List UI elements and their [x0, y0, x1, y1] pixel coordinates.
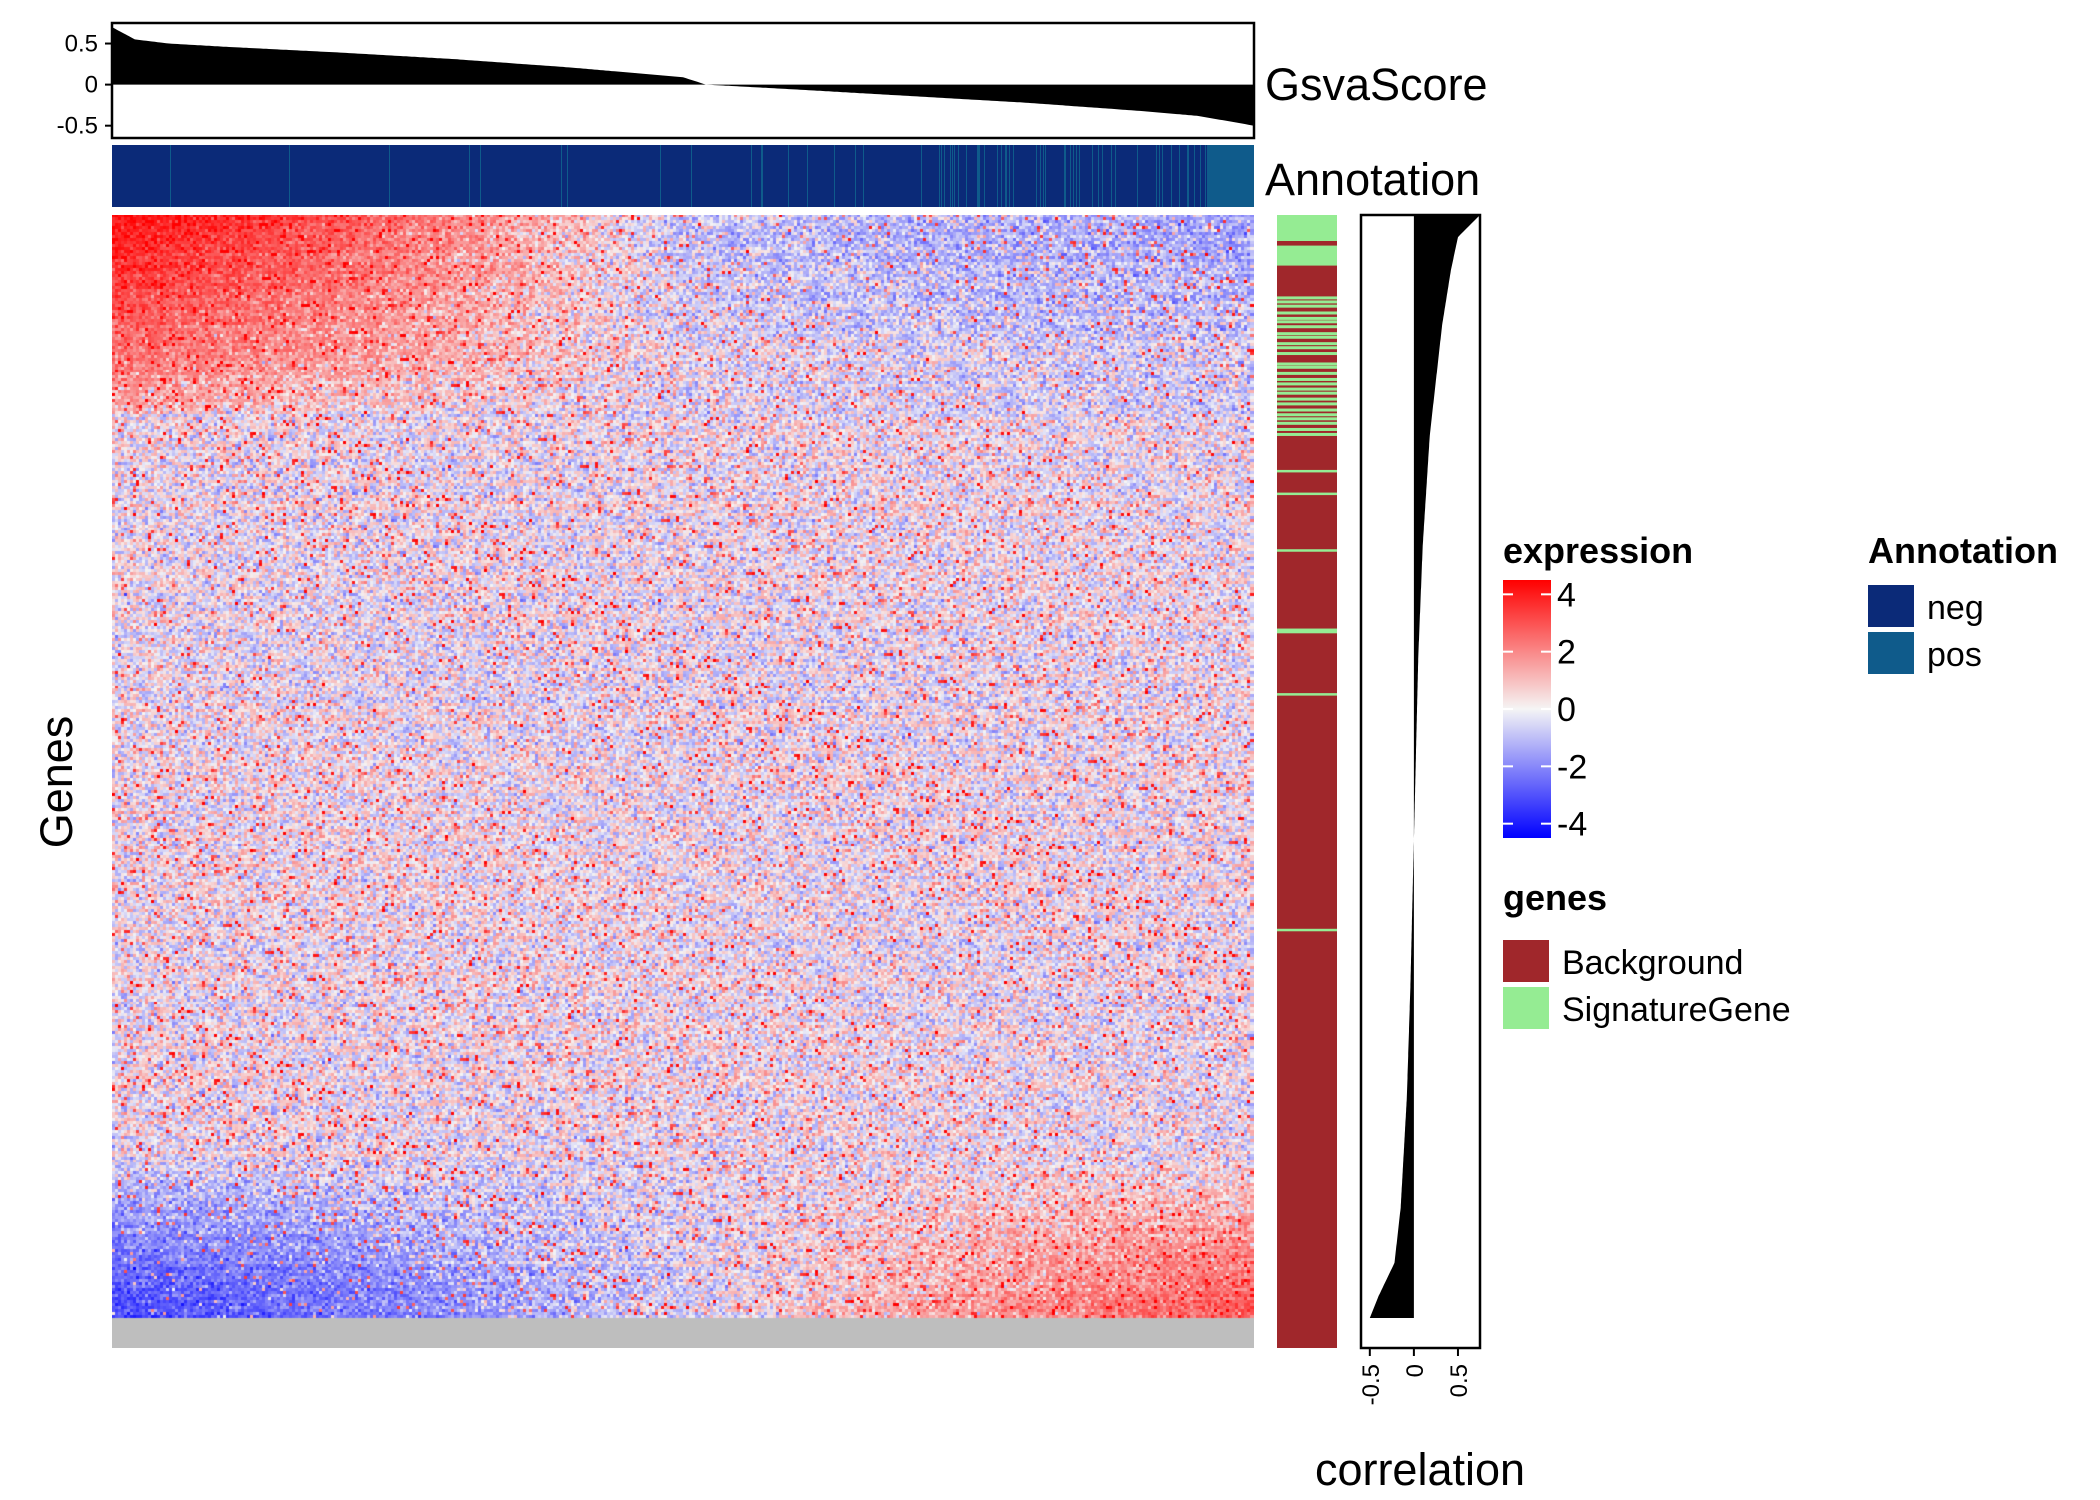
signature-gene-row — [1277, 427, 1337, 431]
colorbar-tick-label: -4 — [1557, 806, 1587, 844]
y-axis-label-genes: Genes — [31, 716, 82, 849]
signature-gene-row — [1277, 382, 1337, 386]
expression-legend: expression 4 2 0 -2 -4 — [1503, 530, 1693, 844]
annotation-legend-swatch-pos — [1868, 632, 1914, 674]
colorbar-tick-label: 0 — [1557, 691, 1576, 729]
genes-legend-swatch-signature — [1503, 987, 1549, 1029]
annotation-label: Annotation — [1265, 154, 1480, 205]
signature-gene-row — [1277, 432, 1337, 436]
signature-gene-row — [1277, 469, 1337, 473]
gsva-score-area — [112, 27, 1254, 126]
annotation-legend-title: Annotation — [1868, 530, 2058, 571]
gsva-score-series — [112, 27, 1254, 126]
signature-gene-row — [1277, 325, 1337, 329]
signature-gene-row — [1277, 346, 1337, 350]
x-axis-label-correlation: correlation — [1315, 1444, 1525, 1495]
gsva-score-panel: 0.5 0 -0.5 GsvaScore — [57, 21, 1488, 140]
expression-heatmap — [112, 215, 1254, 1348]
colorbar-tick-label: -2 — [1557, 748, 1587, 786]
genes-legend-label-signature: SignatureGene — [1562, 991, 1791, 1029]
signature-gene-row — [1277, 215, 1337, 241]
signature-gene-row — [1277, 928, 1337, 932]
signature-gene-row — [1277, 397, 1337, 401]
gsva-score-frame — [110, 21, 1256, 140]
gsva-score-y-axis: 0.5 0 -0.5 — [57, 31, 112, 140]
signature-gene-row — [1277, 332, 1337, 336]
correlation-x-tick-label: -0.5 — [1358, 1364, 1385, 1405]
signature-gene-row — [1277, 316, 1337, 320]
heatmap-cells — [112, 215, 1254, 1348]
signature-gene-row — [1277, 352, 1337, 356]
genes-legend-swatch-background — [1503, 940, 1549, 982]
correlation-panel: -0.5 0 0.5 correlation — [1315, 213, 1525, 1495]
signature-gene-row — [1277, 365, 1337, 369]
genes-legend-title: genes — [1503, 877, 1607, 918]
colorbar-tick-label: 2 — [1557, 634, 1576, 672]
correlation-x-axis: -0.5 0 0.5 — [1358, 1348, 1473, 1405]
correlation-series — [1369, 215, 1480, 1318]
gsva-y-tick-label: 0.5 — [65, 31, 98, 58]
signature-gene-row — [1277, 335, 1337, 339]
signature-gene-row — [1277, 362, 1337, 366]
annotation-strip: Annotation — [112, 145, 1480, 207]
signature-gene-row — [1277, 417, 1337, 421]
signature-gene-row — [1277, 300, 1337, 304]
colorbar-tick-label: 4 — [1557, 576, 1576, 614]
signature-gene-row — [1277, 391, 1337, 395]
expression-colorbar-ticks: 4 2 0 -2 -4 — [1503, 576, 1587, 844]
correlation-area — [1369, 215, 1480, 1318]
signature-gene-row — [1277, 413, 1337, 417]
signature-gene-row — [1277, 402, 1337, 406]
gsva-score-label: GsvaScore — [1265, 59, 1488, 110]
genes-legend: genes Background SignatureGene — [1503, 877, 1791, 1029]
annotation-legend-swatch-neg — [1868, 585, 1914, 627]
signature-gene-row — [1277, 492, 1337, 496]
annotation-strip-bg — [112, 145, 1254, 207]
correlation-x-tick-label: 0 — [1402, 1364, 1429, 1377]
gene-annotation-signature-lines — [1277, 215, 1337, 932]
signature-gene-row — [1277, 693, 1337, 696]
signature-gene-row — [1277, 549, 1337, 552]
signature-gene-row — [1277, 342, 1337, 346]
signature-gene-row — [1277, 387, 1337, 391]
genes-legend-label-background: Background — [1562, 944, 1743, 982]
signature-gene-row — [1277, 311, 1337, 315]
signature-gene-row — [1277, 421, 1337, 425]
signature-gene-row — [1277, 371, 1337, 375]
expression-legend-title: expression — [1503, 530, 1693, 571]
signature-gene-row — [1277, 296, 1337, 300]
correlation-x-tick-label: 0.5 — [1446, 1364, 1473, 1397]
signature-gene-row — [1277, 630, 1337, 634]
signature-gene-row — [1277, 245, 1337, 266]
gsva-y-tick-label: 0 — [85, 72, 98, 99]
annotation-legend-label-pos: pos — [1927, 636, 1982, 674]
annotation-legend-label-neg: neg — [1927, 589, 1984, 627]
signature-gene-row — [1277, 377, 1337, 381]
annotation-pos-lines — [170, 145, 1254, 207]
signature-gene-row — [1277, 408, 1337, 412]
annotation-legend: Annotation neg pos — [1868, 530, 2058, 674]
gsva-y-tick-label: -0.5 — [57, 113, 98, 140]
gene-annotation-strip — [1277, 215, 1337, 1348]
signature-gene-row — [1277, 320, 1337, 324]
signature-gene-row — [1277, 628, 1337, 632]
correlation-frame — [1359, 213, 1482, 1350]
signature-gene-row — [1277, 304, 1337, 308]
